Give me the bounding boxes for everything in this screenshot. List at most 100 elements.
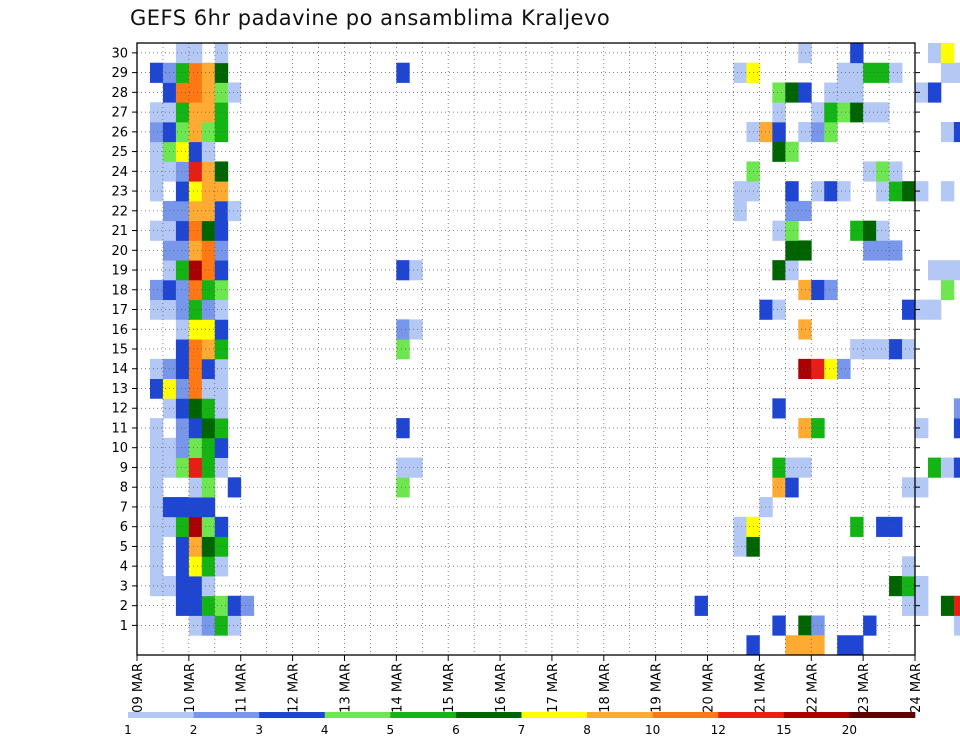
heatmap-cell: [149, 497, 164, 518]
x-tick-label: 20 MAR: [702, 663, 717, 713]
heatmap-cell: [733, 536, 747, 557]
chart-title: GEFS 6hr padavine po ansamblima Kraljevo: [130, 6, 611, 30]
y-tick-label: 25: [111, 145, 128, 160]
colorbar-label: 3: [255, 723, 263, 737]
heatmap-cell: [188, 339, 203, 360]
heatmap-cell: [201, 121, 216, 143]
heatmap-cell: [188, 378, 203, 399]
grid-lines: [137, 43, 915, 655]
heatmap-cell: [188, 398, 203, 419]
colorbar-label: 8: [583, 723, 591, 737]
heatmap-cell: [149, 62, 164, 83]
heatmap-cell: [188, 576, 203, 597]
heatmap-cell: [772, 457, 786, 478]
heatmap-cell: [889, 576, 903, 597]
heatmap-cell: [149, 299, 164, 320]
heatmap-cell: [902, 339, 916, 360]
heatmap-cell: [915, 595, 929, 616]
heatmap-cell: [201, 260, 216, 281]
heatmap-cell: [149, 161, 164, 182]
heatmap-cell: [850, 339, 864, 360]
heatmap-cell: [188, 240, 203, 261]
heatmap-cell: [175, 319, 190, 340]
colorbar-swatch: [587, 712, 653, 718]
x-tick-label: 14 MAR: [390, 663, 405, 713]
heatmap-cell: [201, 319, 216, 340]
heatmap-cell: [927, 43, 942, 64]
heatmap-cell: [876, 516, 890, 537]
heatmap-cell: [188, 615, 203, 636]
x-tick-label: 12 MAR: [287, 663, 302, 713]
colorbar-label: 1: [124, 723, 132, 737]
heatmap-cell: [175, 62, 190, 83]
heatmap-cell: [915, 299, 929, 320]
heatmap-cell: [772, 141, 786, 162]
heatmap-cell: [927, 457, 942, 478]
heatmap-cell: [149, 378, 164, 399]
heatmap-cell: [772, 615, 786, 636]
heatmap-cell: [175, 398, 190, 419]
heatmap-cell: [798, 615, 812, 636]
heatmap-cell: [240, 595, 255, 616]
heatmap-cell: [733, 200, 747, 222]
heatmap-cell: [876, 240, 890, 261]
heatmap-cell: [876, 102, 890, 123]
heatmap-cell: [824, 102, 838, 123]
x-tick-label: 21 MAR: [753, 663, 768, 713]
heatmap-cell: [188, 536, 203, 557]
heatmap-cell: [837, 102, 851, 123]
heatmap-cell: [175, 516, 190, 537]
heatmap-cell: [759, 497, 773, 518]
y-tick-label: 13: [111, 382, 128, 397]
heatmap-cell: [837, 358, 851, 380]
y-tick-label: 9: [120, 461, 128, 476]
x-tick-label: 22 MAR: [805, 663, 820, 713]
heatmap-cell: [175, 260, 190, 281]
heatmap-cell: [396, 260, 410, 281]
heatmap-cell: [149, 536, 164, 557]
heatmap-cell: [188, 457, 203, 478]
heatmap-cell: [175, 141, 190, 162]
heatmap-cell: [915, 477, 929, 498]
heatmap-cell: [149, 556, 164, 577]
colorbar-swatch: [128, 712, 194, 718]
x-tick-label: 23 MAR: [857, 663, 872, 713]
heatmap-cell: [785, 181, 799, 202]
heatmap-cell: [837, 82, 851, 103]
heatmap-cell: [227, 82, 242, 103]
heatmap-cell: [889, 339, 903, 360]
colorbar-label: 6: [452, 723, 460, 737]
y-tick-label: 3: [120, 579, 128, 594]
heatmap-cell: [188, 497, 203, 518]
heatmap-cell: [772, 82, 786, 103]
heatmap-cell: [188, 358, 203, 380]
x-tick-label: 10 MAR: [183, 663, 198, 713]
colorbar-label: 5: [387, 723, 395, 737]
heatmap-cell: [824, 121, 838, 143]
heatmap-cell: [149, 102, 164, 123]
heatmap-cell: [798, 43, 812, 64]
x-tick-label: 24 MAR: [909, 663, 924, 713]
y-tick-label: 1: [120, 619, 128, 634]
y-tick-label: 16: [111, 323, 128, 338]
heatmap-cell: [188, 62, 203, 83]
heatmap-cell: [175, 200, 190, 222]
y-tick-label: 4: [120, 560, 128, 575]
heatmap-cell: [201, 82, 216, 103]
heatmap-cell: [759, 299, 773, 320]
y-tick-label: 12: [111, 402, 128, 417]
heatmap-cell: [889, 181, 903, 202]
heatmap-cell: [396, 62, 410, 83]
heatmap-cell: [201, 279, 216, 301]
heatmap-cell: [876, 161, 890, 182]
heatmap-cell: [201, 240, 216, 261]
y-tick-label: 5: [120, 540, 128, 555]
y-tick-label: 22: [111, 204, 128, 219]
heatmap-cell: [149, 437, 164, 458]
heatmap-cell: [940, 121, 955, 143]
heatmap-cell: [837, 62, 851, 83]
heatmap-cell: [188, 220, 203, 241]
heatmap-cell: [927, 260, 942, 281]
heatmap-cell: [188, 102, 203, 123]
